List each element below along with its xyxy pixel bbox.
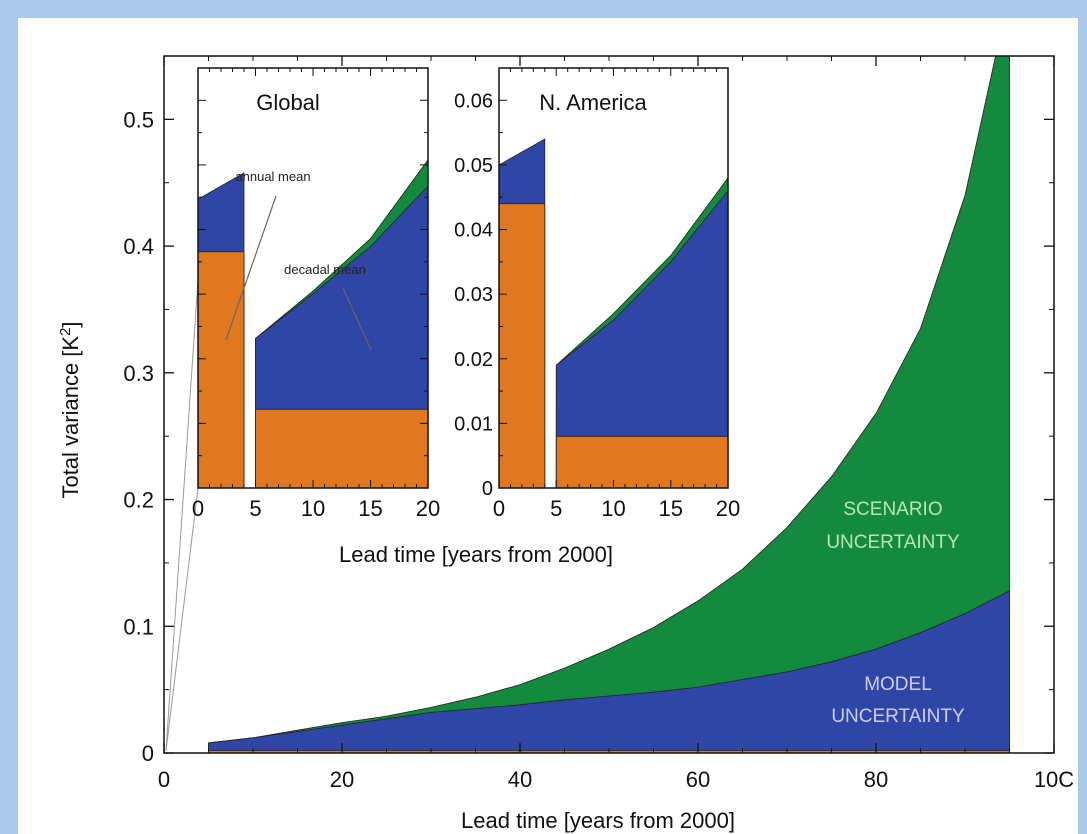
y-tick-label: 0.3 xyxy=(123,361,154,386)
global-decadal-internal-area xyxy=(255,408,429,489)
namerica-y-tick-label: 0.03 xyxy=(454,284,493,306)
zoom-line-bottom xyxy=(165,487,199,752)
zoom-line-top xyxy=(165,279,199,752)
global-x-tick-label: 15 xyxy=(358,496,382,521)
inset-global-title: Global xyxy=(256,90,320,115)
scenario-label-line1: SCENARIO xyxy=(843,499,942,520)
namerica-y-tick-label: 0.01 xyxy=(454,413,493,435)
global-x-tick-label: 5 xyxy=(249,496,261,521)
namerica-decadal-internal-area xyxy=(555,435,729,489)
global-annual-internal-block xyxy=(197,251,245,489)
namerica-y-tick-label: 0.02 xyxy=(454,349,493,371)
namerica-y-tick-label: 0.05 xyxy=(454,155,493,177)
annual-mean-label: annual mean xyxy=(235,169,310,184)
namerica-x-tick-label: 5 xyxy=(550,496,562,521)
x-tick-label: 0 xyxy=(158,767,170,792)
area-series-model xyxy=(208,590,1010,753)
global-x-tick-label: 10 xyxy=(301,496,325,521)
global-x-tick-label: 0 xyxy=(192,496,204,521)
namerica-y-tick-label: 0 xyxy=(482,478,493,500)
y-tick-label: 0 xyxy=(142,741,154,766)
annual-mean-pointer xyxy=(225,195,277,341)
namerica-x-tick-label: 20 xyxy=(716,496,740,521)
x-tick-label: 20 xyxy=(330,767,354,792)
inset-x-axis-title: Lead time [years from 2000] xyxy=(339,542,613,567)
decadal-mean-label: decadal mean xyxy=(284,262,366,277)
y-tick-label: 0.2 xyxy=(123,488,154,513)
namerica-y-tick-label: 0.06 xyxy=(454,90,493,112)
figure-frame: 0 20 40 60 80 10C 0 0.1 0.2 0.3 0.4 0.5 SCENARIO UN… xyxy=(18,18,1078,834)
x-tick-label: 80 xyxy=(864,767,888,792)
model-label-line1: MODEL xyxy=(864,674,932,695)
namerica-annual-internal-block xyxy=(498,203,546,489)
y-tick-label: 0.1 xyxy=(123,614,154,639)
main-y-axis-title: Total variance [K2] xyxy=(57,321,84,498)
global-x-tick-label: 20 xyxy=(416,496,440,521)
namerica-y-tick-label: 0.04 xyxy=(454,220,493,242)
main-x-axis-title: Lead time [years from 2000] xyxy=(461,808,735,833)
model-label-line2: UNCERTAINTY xyxy=(831,706,965,727)
namerica-x-tick-label: 0 xyxy=(493,496,505,521)
namerica-x-tick-label: 10 xyxy=(601,496,625,521)
x-tick-label: 40 xyxy=(508,767,532,792)
x-tick-label: 10C xyxy=(1034,767,1074,792)
scenario-label-line2: UNCERTAINTY xyxy=(826,532,960,553)
namerica-x-tick-label: 15 xyxy=(659,496,683,521)
x-tick-label: 60 xyxy=(686,767,710,792)
decadal-mean-pointer xyxy=(342,287,372,351)
uncertainty-chart: 0 20 40 60 80 10C 0 0.1 0.2 0.3 0.4 0.5 SCENARIO UN… xyxy=(57,55,1074,833)
area-series-scenario xyxy=(208,56,1010,753)
y-tick-label: 0.5 xyxy=(123,107,154,132)
inset-namerica-title: N. America xyxy=(539,90,647,115)
y-tick-label: 0.4 xyxy=(123,234,154,259)
